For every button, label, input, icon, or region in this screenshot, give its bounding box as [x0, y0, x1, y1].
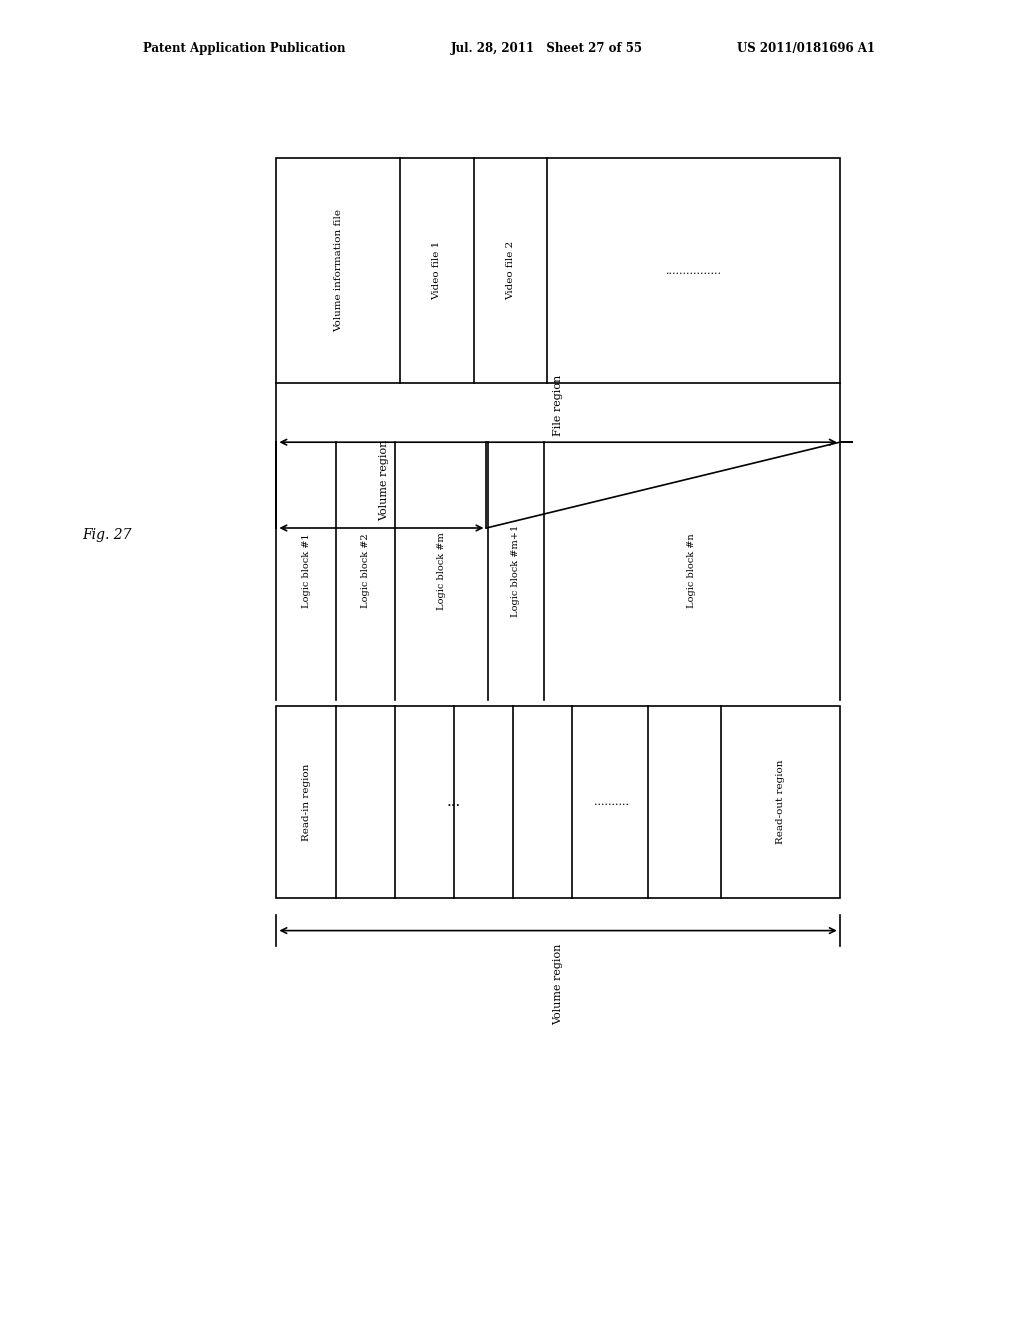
Text: Logic block #m: Logic block #m	[436, 532, 445, 610]
Text: Logic block #1: Logic block #1	[301, 533, 310, 609]
Text: File region: File region	[553, 375, 563, 436]
Bar	[276, 158, 840, 383]
Text: Logic block #m+1: Logic block #m+1	[511, 525, 520, 616]
Text: ..........: ..........	[594, 797, 629, 807]
Text: Logic block #n: Logic block #n	[687, 533, 696, 609]
Bar	[276, 706, 840, 898]
Text: Read-in region: Read-in region	[301, 763, 310, 841]
Text: Volume region: Volume region	[379, 440, 389, 521]
Text: Jul. 28, 2011   Sheet 27 of 55: Jul. 28, 2011 Sheet 27 of 55	[451, 42, 643, 55]
Text: Logic block #2: Logic block #2	[360, 533, 370, 609]
Text: US 2011/0181696 A1: US 2011/0181696 A1	[737, 42, 876, 55]
Text: Read-out region: Read-out region	[776, 759, 785, 845]
Text: Patent Application Publication: Patent Application Publication	[143, 42, 346, 55]
Text: Video file 2: Video file 2	[506, 242, 515, 300]
Text: ...: ...	[446, 795, 461, 809]
Text: ................: ................	[666, 265, 721, 276]
Text: Fig. 27: Fig. 27	[82, 528, 131, 541]
Text: Volume region: Volume region	[553, 944, 563, 1026]
Text: Volume information file: Volume information file	[334, 209, 343, 333]
Text: Video file 1: Video file 1	[432, 242, 441, 300]
